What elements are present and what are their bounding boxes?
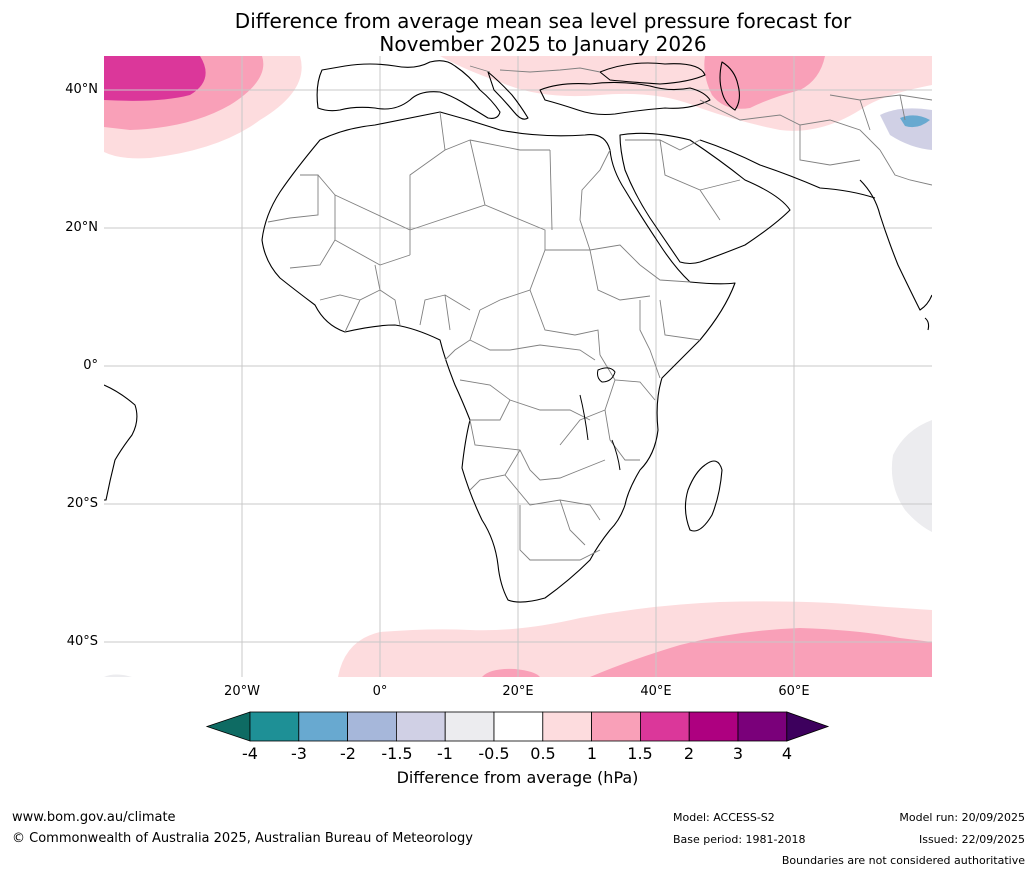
iberia-coastline bbox=[316, 60, 501, 119]
colorbar-tick: 1 bbox=[586, 744, 598, 763]
colorbar-tick: -3 bbox=[291, 744, 307, 763]
turkey-coastline bbox=[539, 81, 711, 116]
colorbar-swatch bbox=[249, 711, 300, 742]
colorbar-swatch bbox=[737, 711, 788, 742]
lon-label-40e: 40°E bbox=[640, 684, 672, 699]
lat-label-40s: 40°S bbox=[66, 634, 98, 649]
lake-malawi bbox=[611, 439, 621, 471]
colorbar-tick: -1 bbox=[437, 744, 453, 763]
anomaly-sw-neg bbox=[104, 674, 132, 677]
india-coastline bbox=[859, 179, 932, 311]
colorbar-title: Difference from average (hPa) bbox=[396, 768, 639, 787]
lake-victoria bbox=[597, 367, 616, 383]
anomaly-black-sea-1 bbox=[704, 56, 825, 109]
lat-label-20s: 20°S bbox=[66, 496, 98, 511]
italy-coastline bbox=[487, 71, 529, 120]
lakes bbox=[579, 367, 621, 471]
colorbar-extend-high bbox=[786, 711, 830, 742]
footer-disclaimer: Boundaries are not considered authoritat… bbox=[781, 854, 1025, 867]
south-america-coastline bbox=[104, 384, 138, 501]
africa-coastline bbox=[261, 111, 736, 603]
colorbar-tick: -1.5 bbox=[381, 744, 413, 763]
footer-model-run: Model run: 20/09/2025 bbox=[899, 811, 1025, 824]
colorbar-swatch bbox=[444, 711, 495, 742]
colorbar-extend-low bbox=[205, 711, 251, 742]
colorbar-tick: 3 bbox=[732, 744, 744, 763]
colorbar-swatch bbox=[640, 711, 690, 742]
footer-issued: Issued: 22/09/2025 bbox=[918, 833, 1025, 846]
colorbar-tick: 0.5 bbox=[530, 744, 556, 763]
map-title: Difference from average mean sea level p… bbox=[0, 10, 1035, 56]
colorbar-tick: 1.5 bbox=[627, 744, 653, 763]
pressure-anomaly-contours bbox=[104, 56, 932, 677]
colorbar-swatch bbox=[298, 711, 348, 742]
colorbar-swatch bbox=[688, 711, 739, 742]
iran-coastline bbox=[699, 139, 876, 199]
anomaly-nw-1.5 bbox=[104, 56, 206, 101]
footer-website: www.bom.gov.au/climate bbox=[12, 810, 176, 825]
map-panel bbox=[104, 56, 932, 677]
footer-base-period: Base period: 1981-2018 bbox=[673, 833, 806, 846]
title-line-2: November 2025 to January 2026 bbox=[379, 32, 707, 56]
colorbar-swatch bbox=[591, 711, 641, 742]
caspian-coastline bbox=[719, 61, 741, 111]
colorbar bbox=[205, 711, 830, 742]
lon-label-0: 0° bbox=[372, 684, 388, 699]
colorbar-swatch bbox=[542, 711, 592, 742]
colorbar-tick: -0.5 bbox=[478, 744, 510, 763]
lake-tanganyika bbox=[579, 394, 589, 441]
arabia-coastline bbox=[619, 132, 791, 265]
footer-model: Model: ACCESS-S2 bbox=[673, 811, 775, 824]
country-borders bbox=[267, 65, 932, 561]
colorbar-swatch bbox=[395, 711, 446, 742]
anomaly-asia-neg bbox=[880, 108, 932, 150]
coastlines bbox=[104, 60, 932, 603]
anomaly-asia-neg-strong bbox=[900, 115, 930, 128]
footer-copyright: © Commonwealth of Australia 2025, Austra… bbox=[12, 831, 473, 846]
anomaly-south-1 bbox=[590, 628, 932, 677]
colorbar-tick: 2 bbox=[683, 744, 695, 763]
sri-lanka-coastline bbox=[924, 317, 930, 331]
lon-label-20e: 20°E bbox=[502, 684, 534, 699]
lat-label-40n: 40°N bbox=[65, 82, 98, 97]
colorbar-tick: -4 bbox=[242, 744, 258, 763]
black-sea-coastline bbox=[599, 62, 706, 85]
madagascar-coastline bbox=[684, 460, 723, 532]
colorbar-swatch bbox=[493, 711, 544, 742]
lon-label-60e: 60°E bbox=[778, 684, 810, 699]
anomaly-med-0.5 bbox=[440, 56, 932, 131]
anomaly-south-1-small bbox=[482, 668, 540, 677]
graticule bbox=[104, 56, 932, 677]
colorbar-tick: -2 bbox=[340, 744, 356, 763]
anomaly-indian-ocean-neg bbox=[891, 420, 932, 532]
lon-label-20w: 20°W bbox=[224, 684, 260, 699]
lat-label-20n: 20°N bbox=[65, 220, 98, 235]
colorbar-swatch bbox=[347, 711, 397, 742]
colorbar-tick: 4 bbox=[781, 744, 793, 763]
lat-label-0: 0° bbox=[83, 358, 98, 373]
title-line-1: Difference from average mean sea level p… bbox=[234, 9, 852, 33]
